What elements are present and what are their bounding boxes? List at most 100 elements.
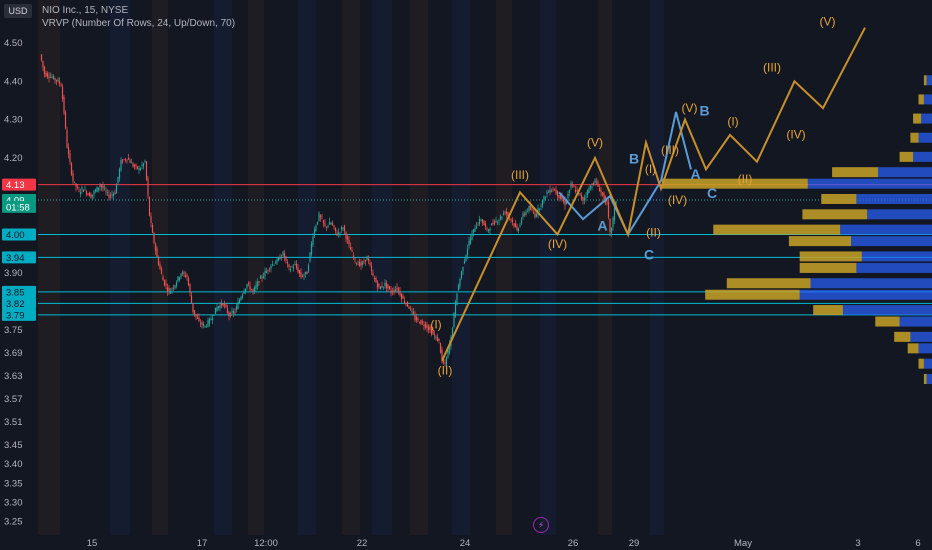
candle-body	[472, 228, 475, 233]
candle-body	[73, 181, 76, 183]
candle-body	[511, 219, 514, 222]
price-label: 4.00	[6, 230, 25, 241]
candle-body	[82, 189, 85, 192]
candle-body	[336, 232, 338, 236]
candle-body	[435, 336, 437, 338]
candle-body	[174, 285, 176, 289]
candle-body	[97, 187, 100, 190]
candle-body	[244, 288, 247, 292]
candle-body	[538, 208, 541, 210]
candle-body	[159, 264, 161, 269]
vp-up-bar	[923, 358, 932, 369]
candle-body	[117, 176, 119, 183]
candle-body	[240, 296, 242, 301]
candle-body	[556, 190, 559, 197]
vp-up-bar	[856, 193, 932, 204]
candle-body	[337, 232, 340, 234]
candle-body	[261, 277, 263, 279]
candle-body	[436, 336, 439, 342]
wave-label: (II)	[646, 225, 661, 239]
candle-body	[570, 182, 572, 188]
candle-body	[201, 322, 203, 325]
candle-body	[339, 232, 341, 234]
candle-body	[76, 186, 79, 188]
candle-body	[238, 299, 241, 304]
indicator-title[interactable]: VRVP (Number Of Rows, 24, Up/Down, 70)	[42, 18, 236, 29]
candle-body	[579, 193, 581, 195]
candle-body	[205, 326, 208, 328]
candle-body	[498, 220, 500, 222]
wave-label: (III)	[661, 143, 679, 157]
price-tick: 4.20	[4, 153, 23, 164]
wave-label: (II)	[738, 172, 753, 186]
candle-body	[448, 344, 451, 353]
candle-body	[552, 188, 554, 190]
time-tick: 6	[915, 538, 920, 549]
candle-body	[225, 304, 227, 308]
candle-body	[402, 296, 404, 299]
wave-label: (V)	[587, 135, 603, 149]
candle-body	[45, 73, 47, 77]
candle-body	[405, 303, 407, 305]
candle-body	[399, 290, 401, 296]
candle-body	[277, 257, 280, 261]
candle-body	[151, 225, 154, 233]
candle-body	[256, 281, 259, 287]
candle-body	[597, 182, 599, 187]
candle-body	[492, 223, 494, 224]
vp-down-bar	[821, 193, 857, 204]
candle-body	[285, 256, 287, 261]
candle-body	[106, 191, 109, 193]
candle-body	[280, 257, 283, 259]
vp-down-bar	[705, 289, 800, 300]
candle-body	[415, 316, 418, 321]
candle-body	[385, 282, 388, 288]
candle-body	[489, 228, 491, 231]
candle-body	[156, 248, 158, 257]
candle-body	[271, 264, 274, 265]
candle-body	[400, 293, 403, 299]
candle-body	[610, 227, 613, 234]
candle-body	[451, 328, 454, 338]
lightning-icon[interactable]: ⚡	[533, 517, 549, 533]
candle-body	[177, 276, 179, 282]
session-band	[650, 0, 664, 535]
candle-body	[321, 218, 323, 220]
session-band	[452, 0, 470, 535]
candle-body	[235, 306, 238, 310]
candle-body	[603, 193, 605, 200]
vp-up-bar	[867, 209, 932, 220]
candle-body	[523, 214, 526, 216]
candle-body	[486, 228, 488, 230]
price-tick: 3.51	[4, 417, 23, 428]
candle-body	[162, 276, 164, 281]
session-band	[298, 0, 316, 535]
vp-down-bar	[918, 358, 924, 369]
price-tick: 3.90	[4, 268, 23, 279]
candle-body	[468, 240, 470, 246]
candle-body	[154, 243, 157, 251]
candle-body	[594, 179, 596, 183]
candle-body	[139, 168, 142, 171]
candle-body	[64, 112, 67, 128]
candle-body	[54, 78, 56, 81]
candle-body	[438, 338, 440, 341]
wave-label: (V)	[820, 15, 836, 29]
candle-body	[294, 264, 296, 266]
price-tick: 3.25	[4, 517, 23, 528]
candle-body	[46, 73, 49, 77]
vp-up-bar	[913, 151, 932, 162]
time-axis-bg	[0, 535, 932, 550]
symbol-title[interactable]: NIO Inc., 15, NYSE	[42, 5, 129, 16]
candle-body	[279, 257, 281, 260]
currency-label[interactable]: USD	[4, 4, 32, 18]
candle-body	[220, 303, 223, 306]
candle-body	[369, 262, 371, 266]
candle-body	[241, 294, 244, 298]
candle-body	[318, 213, 320, 221]
candle-body	[75, 183, 77, 187]
vp-down-bar	[713, 224, 841, 235]
candle-body	[63, 96, 65, 113]
session-bands	[38, 0, 664, 535]
